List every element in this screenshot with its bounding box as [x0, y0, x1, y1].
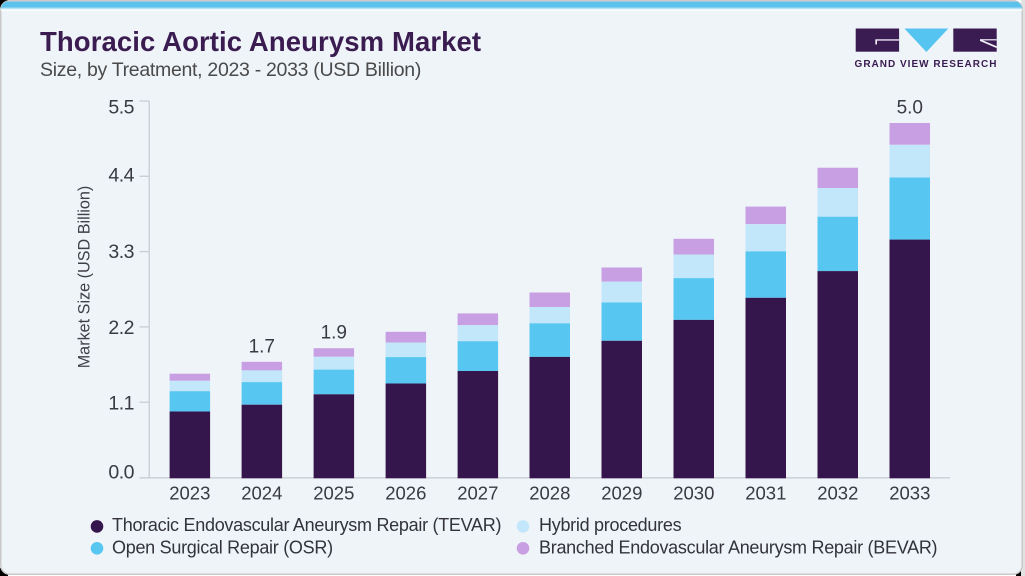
svg-text:4.4: 4.4: [108, 165, 134, 187]
svg-text:1.9: 1.9: [321, 322, 347, 343]
svg-text:2027: 2027: [457, 483, 498, 504]
svg-text:2031: 2031: [745, 483, 786, 504]
svg-text:2028: 2028: [529, 483, 570, 504]
svg-text:2.2: 2.2: [108, 317, 134, 339]
svg-text:1.1: 1.1: [108, 393, 134, 415]
svg-text:Thoracic Endovascular Aneurysm: Thoracic Endovascular Aneurysm Repair (T…: [112, 515, 501, 535]
svg-text:2030: 2030: [673, 483, 714, 504]
svg-text:2025: 2025: [313, 483, 354, 504]
svg-text:2026: 2026: [385, 483, 426, 504]
svg-text:Size, by Treatment, 2023 - 203: Size, by Treatment, 2023 - 2033 (USD Bil…: [40, 59, 421, 81]
svg-text:3.3: 3.3: [108, 241, 134, 263]
svg-text:5.5: 5.5: [108, 96, 134, 118]
svg-text:GRAND VIEW RESEARCH: GRAND VIEW RESEARCH: [855, 59, 998, 70]
svg-text:1.7: 1.7: [249, 336, 275, 357]
svg-text:2024: 2024: [241, 483, 282, 504]
svg-text:5.0: 5.0: [897, 98, 923, 119]
svg-text:Thoracic Aortic Aneurysm Marke: Thoracic Aortic Aneurysm Market: [40, 26, 481, 57]
svg-text:2023: 2023: [169, 483, 210, 504]
svg-text:Market Size (USD Billion): Market Size (USD Billion): [76, 186, 94, 369]
svg-text:Hybrid procedures: Hybrid procedures: [539, 515, 682, 535]
svg-text:2032: 2032: [817, 483, 858, 504]
svg-text:2029: 2029: [601, 483, 642, 504]
svg-text:Open Surgical Repair (OSR): Open Surgical Repair (OSR): [112, 537, 333, 557]
svg-text:Branched Endovascular Aneurysm: Branched Endovascular Aneurysm Repair (B…: [539, 537, 937, 557]
svg-text:2033: 2033: [889, 483, 930, 504]
svg-text:0.0: 0.0: [108, 462, 134, 484]
